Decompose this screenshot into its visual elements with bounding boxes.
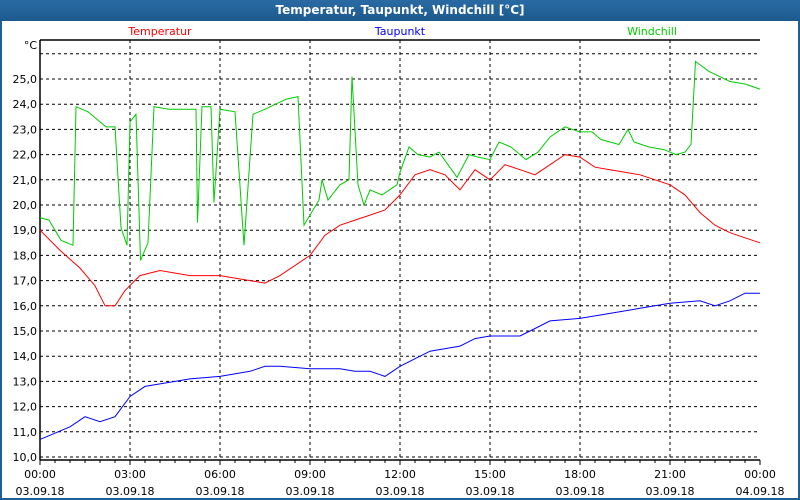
x-tick-date: 03.09.18: [646, 485, 695, 498]
x-tick-date: 03.09.18: [556, 485, 605, 498]
y-tick-label: 16,0: [13, 300, 38, 313]
x-tick-date: 03.09.18: [286, 485, 335, 498]
x-tick-date: 03.09.18: [16, 485, 65, 498]
y-tick-label: 21,0: [13, 174, 38, 187]
x-tick-time: 09:00: [294, 468, 326, 481]
legend-taupunkt: Taupunkt: [374, 25, 426, 38]
x-tick-time: 18:00: [564, 468, 596, 481]
x-tick-time: 03:00: [114, 468, 146, 481]
y-tick-label: 13,0: [13, 375, 38, 388]
y-tick-label: 24,0: [13, 98, 38, 111]
x-tick-time: 00:00: [24, 468, 56, 481]
y-tick-label: 20,0: [13, 199, 38, 212]
y-tick-label: 18,0: [13, 249, 38, 262]
series-line-windchill: [39, 60, 761, 261]
y-tick-label: 23,0: [13, 123, 38, 136]
x-tick-date: 03.09.18: [466, 485, 515, 498]
y-tick-label: 12,0: [13, 401, 38, 414]
y-tick-label: 22,0: [13, 149, 38, 162]
x-tick-time: 21:00: [654, 468, 686, 481]
y-tick-label: 14,0: [13, 350, 38, 363]
y-tick-label: 19,0: [13, 224, 38, 237]
y-axis-unit: °C: [24, 39, 38, 52]
series-line-temperatur: [39, 154, 761, 307]
y-tick-label: 15,0: [13, 325, 38, 338]
x-tick-date: 03.09.18: [196, 485, 245, 498]
x-tick-time: 15:00: [474, 468, 506, 481]
x-tick-time: 12:00: [384, 468, 416, 481]
y-tick-label: 10,0: [13, 451, 38, 464]
series-line-taupunkt: [39, 292, 760, 440]
window-title: Temperatur, Taupunkt, Windchill [°C]: [0, 0, 800, 21]
y-tick-label: 17,0: [13, 275, 38, 288]
x-tick-date: 04.09.18: [736, 485, 785, 498]
x-tick-time: 00:00: [744, 468, 776, 481]
x-tick-time: 06:00: [204, 468, 236, 481]
y-tick-label: 25,0: [13, 73, 38, 86]
legend-temperatur: Temperatur: [127, 25, 192, 38]
x-tick-date: 03.09.18: [376, 485, 425, 498]
x-tick-date: 03.09.18: [106, 485, 155, 498]
y-tick-label: 11,0: [13, 426, 38, 439]
legend-windchill: Windchill: [627, 25, 677, 38]
